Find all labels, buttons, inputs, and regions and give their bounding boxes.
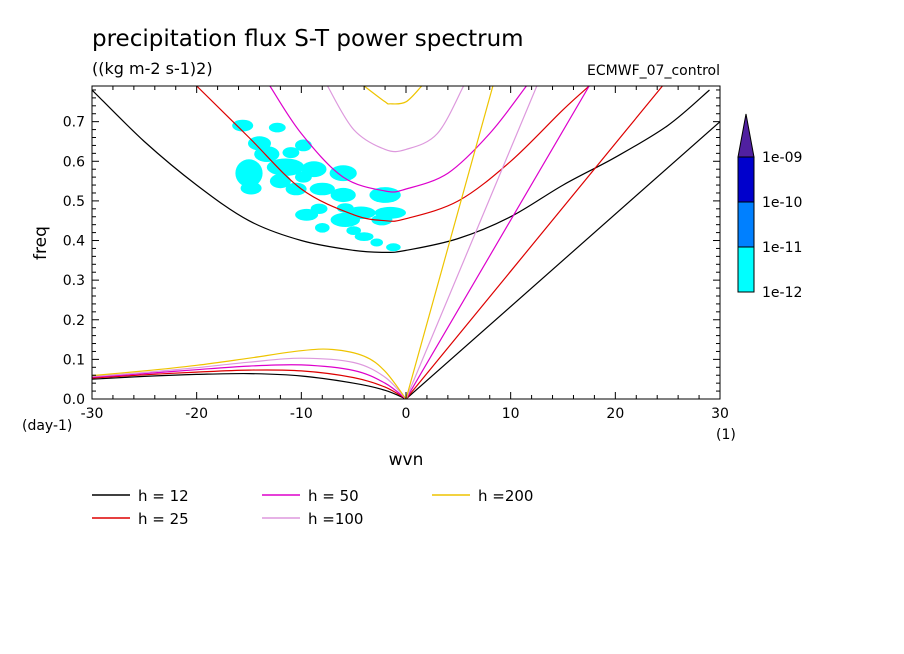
power-region-blob: [315, 223, 330, 233]
series-line-ig: [196, 86, 590, 222]
colorbar-segment: [737, 246, 755, 293]
y-tick-label: 0.6: [63, 154, 85, 170]
series-line-kelvin: [405, 121, 720, 399]
series-line-ig: [326, 86, 465, 153]
colorbar-label: 1e-12: [762, 285, 802, 301]
power-region-blob: [354, 232, 374, 242]
plot-frame: [91, 85, 721, 400]
legend-label: h = 25: [138, 510, 189, 528]
series-line-kelvin: [405, 86, 663, 399]
x-axis-unit: (1): [716, 427, 736, 443]
colorbar-label: 1e-09: [762, 150, 802, 166]
power-region-blob: [254, 146, 280, 163]
power-region-blob: [235, 159, 263, 188]
y-axis-label: freq: [31, 226, 51, 260]
power-region-blob: [269, 174, 291, 189]
power-region-blob: [268, 122, 286, 133]
y-tick-label: 0.0: [63, 392, 85, 408]
power-region-blob: [240, 181, 262, 195]
y-tick-label: 0.7: [63, 115, 85, 131]
colorbar-segment: [737, 201, 755, 248]
series-line-rossby: [92, 369, 407, 399]
x-tick-label: 30: [711, 406, 729, 422]
x-tick-label: -30: [81, 406, 104, 422]
power-region-blob: [330, 212, 360, 227]
y-axis-unit: (day-1): [22, 418, 72, 434]
y-tick-label: 0.3: [63, 273, 85, 289]
legend-label: h =100: [308, 510, 363, 528]
legend-label: h =200: [478, 487, 533, 505]
power-region-blob: [309, 182, 335, 196]
legend-label: h = 12: [138, 487, 189, 505]
power-region-blob: [295, 208, 319, 221]
series-line-kelvin: [405, 86, 538, 399]
colorbar-label: 1e-11: [762, 240, 802, 256]
series-line-kelvin: [405, 86, 494, 399]
x-tick-label: -20: [185, 406, 208, 422]
power-region-blob: [370, 238, 384, 247]
y-tick-label: 0.4: [63, 234, 85, 250]
series-line-ig: [92, 89, 710, 254]
legend-label: h = 50: [308, 487, 359, 505]
colorbar: 1e-09 1e-10 1e-11 1e-12: [737, 113, 802, 301]
series-line-ig: [363, 86, 423, 105]
power-region-blob: [295, 139, 312, 152]
legend: h = 12 h = 25 h = 50 h =100 h =200: [92, 487, 533, 528]
axes: -30 -20 -10 0 10 20 30 0.0 0.1 0.2 0.3 0.4 0.5 0.6 0.7: [63, 86, 729, 422]
power-regions: [232, 119, 406, 252]
power-region-blob: [232, 119, 254, 132]
chart-subtitle: ((kg m-2 s-1)2): [92, 59, 213, 78]
colorbar-label: 1e-10: [762, 195, 802, 211]
power-region-blob: [282, 147, 300, 159]
series-line-kelvin: [405, 86, 590, 399]
series-line-rossby: [92, 357, 407, 399]
power-region-blob: [329, 165, 357, 182]
series-line-rossby: [92, 364, 407, 399]
y-tick-label: 0.5: [63, 194, 85, 210]
y-tick-label: 0.2: [63, 313, 85, 329]
power-region-blob: [295, 171, 312, 183]
series-line-rossby: [92, 372, 407, 399]
power-region-blob: [346, 226, 362, 236]
series-line-ig: [269, 86, 527, 193]
power-region-blob: [330, 187, 356, 203]
colorbar-extend-arrow: [737, 113, 755, 158]
x-tick-label: 10: [502, 406, 520, 422]
y-tick-label: 0.1: [63, 352, 85, 368]
x-tick-label: 0: [402, 406, 411, 422]
power-region-blob: [285, 182, 307, 196]
x-tick-label: 20: [606, 406, 624, 422]
model-label: ECMWF_07_control: [587, 63, 720, 79]
x-tick-label: -10: [290, 406, 313, 422]
dispersion-curves: [92, 86, 720, 399]
x-axis-label: wvn: [389, 450, 424, 470]
chart-title: precipitation flux S-T power spectrum: [92, 26, 524, 52]
power-region-blob: [369, 187, 401, 203]
power-region-blob: [266, 158, 305, 176]
series-line-rossby: [92, 348, 407, 399]
power-region-blob: [386, 243, 401, 252]
colorbar-segment: [737, 156, 755, 203]
